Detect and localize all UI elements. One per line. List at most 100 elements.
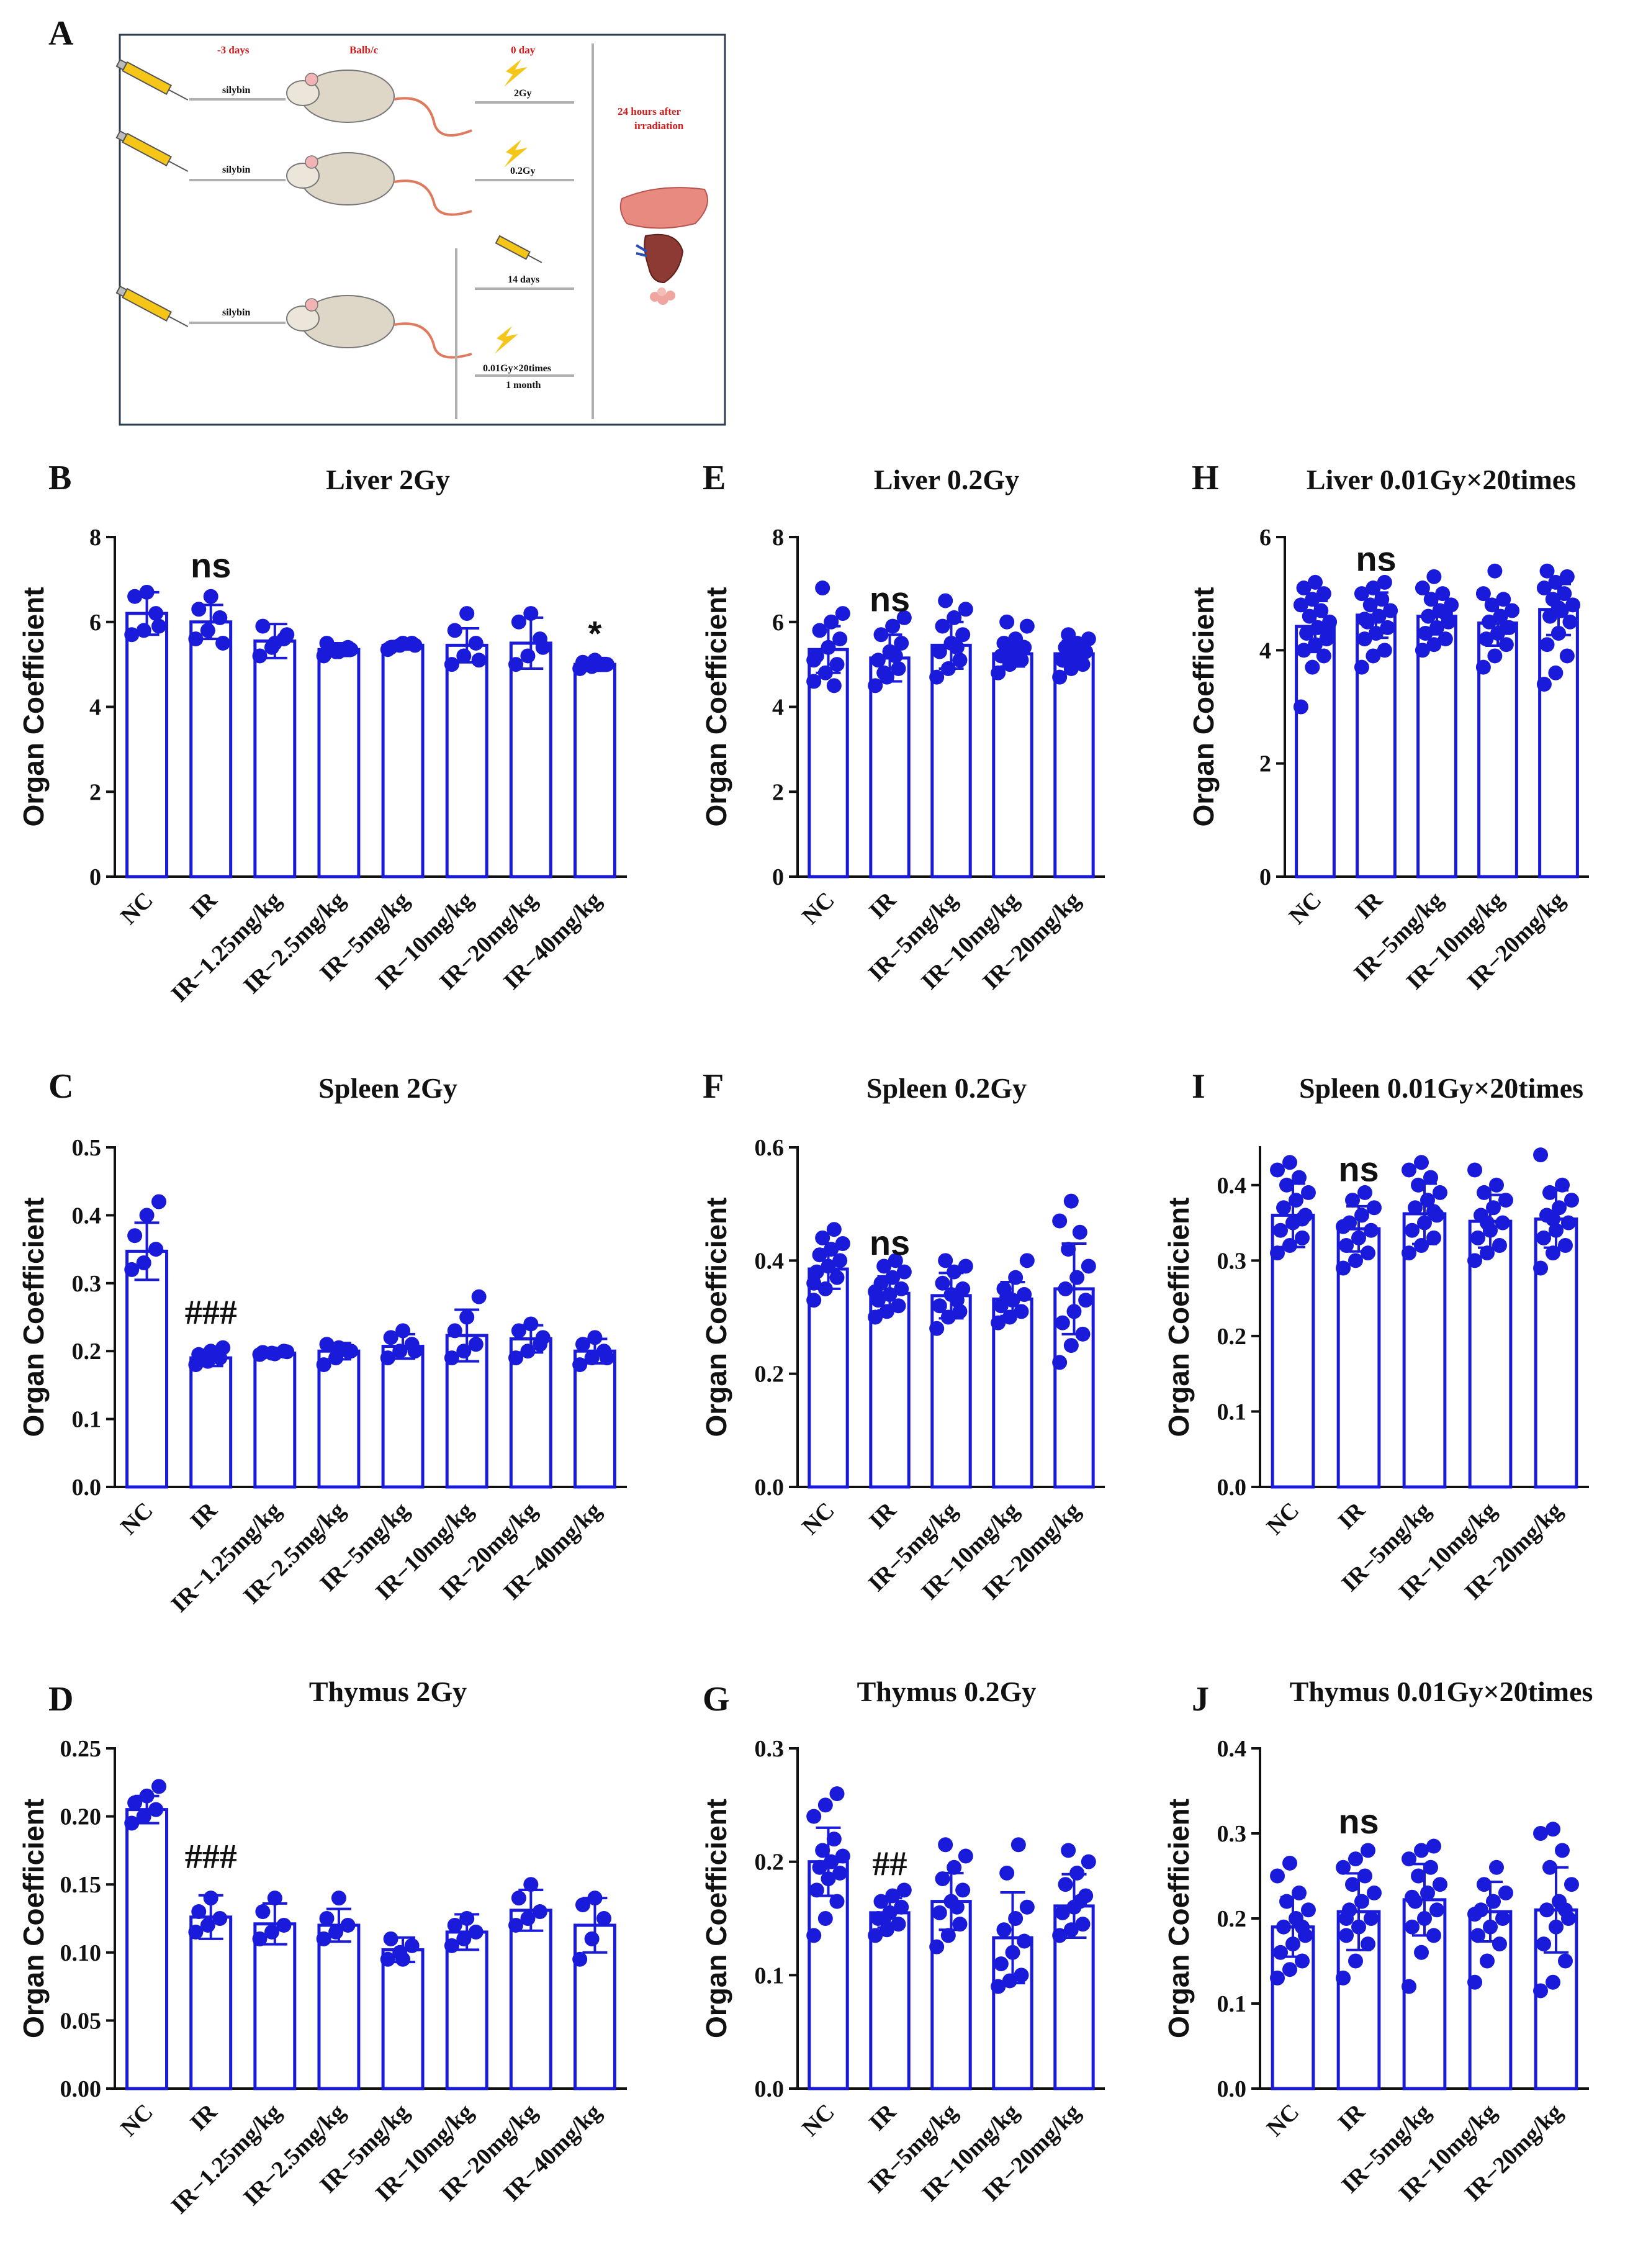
data-point	[127, 1228, 143, 1244]
data-point	[1282, 1155, 1298, 1170]
data-point	[1470, 1928, 1486, 1943]
y-tick-label: 2	[89, 779, 101, 805]
data-point	[1270, 1245, 1285, 1261]
data-point	[949, 1293, 965, 1308]
data-point	[124, 1815, 140, 1831]
data-point	[1564, 1193, 1579, 1208]
y-tick-label: 4	[772, 695, 784, 721]
bar	[445, 1930, 488, 2090]
schematic-silybin-2: silybin	[222, 165, 250, 175]
data-point	[203, 589, 218, 604]
chart-title: Liver 0.2Gy	[874, 464, 1019, 495]
y-tick-label: 4	[89, 695, 101, 721]
panel-label: F	[703, 1067, 724, 1106]
y-tick-label: 0.20	[60, 1804, 102, 1830]
lightning-icon	[504, 140, 528, 168]
bar	[509, 1909, 552, 2090]
data-point	[1055, 653, 1070, 668]
data-point	[276, 1917, 292, 1933]
data-point	[1429, 1902, 1444, 1918]
significance-label: ns	[1338, 1802, 1379, 1841]
x-tick-label: NC	[797, 887, 840, 930]
data-point	[1475, 586, 1491, 602]
schematic-row-1: silybin 2Gy	[115, 58, 574, 137]
data-point	[1052, 1213, 1068, 1229]
data-point	[1010, 646, 1026, 662]
data-point	[1019, 1253, 1035, 1268]
y-tick-label: 0.3	[1217, 1821, 1247, 1847]
schematic-row-2: silybin 0.2Gy	[115, 130, 574, 216]
significance-label: ###	[185, 1293, 237, 1332]
y-tick-label: 4	[1259, 638, 1271, 664]
data-point	[1498, 1885, 1513, 1900]
data-point	[876, 1911, 892, 1926]
data-point	[1557, 586, 1572, 602]
data-point	[952, 1304, 968, 1319]
data-point	[1288, 1193, 1303, 1208]
data-point	[868, 1928, 883, 1943]
panel-label: D	[48, 1680, 73, 1719]
data-point	[279, 627, 295, 643]
data-point	[151, 618, 166, 634]
data-point	[1294, 1230, 1310, 1245]
data-point	[1363, 1222, 1379, 1238]
data-point	[1402, 1162, 1417, 1178]
data-point	[1488, 1177, 1504, 1193]
data-point	[1498, 620, 1514, 635]
y-tick-label: 0	[1259, 864, 1271, 890]
data-point	[1482, 614, 1497, 630]
data-point	[947, 1859, 962, 1875]
data-point	[1336, 1970, 1351, 1986]
data-point	[876, 1258, 892, 1274]
panel-label: J	[1192, 1680, 1209, 1719]
data-point	[532, 1904, 547, 1920]
y-axis-label: Organ Coefficient	[17, 1799, 50, 2038]
data-point	[1405, 1889, 1420, 1905]
data-point	[826, 1222, 842, 1237]
data-point	[812, 1859, 827, 1875]
x-tick-label: IR−1.25mg/kg	[166, 1498, 287, 1618]
data-point	[815, 1843, 830, 1858]
chart-title: Thymus 2Gy	[309, 1676, 467, 1707]
data-point	[1411, 1177, 1426, 1193]
bar	[317, 648, 361, 879]
data-point	[136, 1255, 151, 1270]
panel-label: B	[48, 459, 71, 497]
data-point	[1495, 1215, 1510, 1231]
panel-label: H	[1192, 459, 1219, 497]
data-point	[1559, 569, 1575, 584]
data-point	[832, 1865, 848, 1881]
significance-label: ns	[1338, 1150, 1379, 1189]
data-point	[1017, 1287, 1032, 1303]
data-point	[1495, 1911, 1510, 1926]
data-point	[812, 1247, 827, 1263]
data-point	[383, 639, 398, 655]
data-point	[817, 1911, 833, 1926]
y-tick-label: 0.00	[60, 2076, 102, 2102]
y-tick-label: 0.2	[1217, 1324, 1247, 1350]
syringe-icon	[115, 58, 189, 101]
data-point	[1273, 1222, 1289, 1238]
y-tick-label: 0.1	[1217, 1399, 1247, 1425]
y-tick-label: 0.05	[60, 2008, 102, 2034]
data-point	[151, 1194, 166, 1209]
data-point	[1052, 669, 1068, 685]
data-point	[1305, 659, 1320, 675]
data-point	[929, 1939, 945, 1954]
data-point	[148, 606, 164, 621]
data-point	[1467, 1162, 1483, 1178]
data-point	[1360, 1936, 1375, 1952]
bar	[509, 641, 552, 879]
data-point	[817, 1797, 833, 1813]
data-point	[1296, 643, 1312, 658]
y-tick-label: 0.2	[755, 1850, 785, 1876]
data-point	[1282, 1855, 1298, 1871]
data-point	[1498, 1193, 1513, 1208]
bar	[189, 620, 233, 879]
data-point	[1363, 1911, 1379, 1926]
data-point	[932, 1905, 947, 1920]
data-point	[1557, 1238, 1573, 1254]
data-point	[876, 665, 892, 680]
data-point	[955, 1281, 971, 1296]
schematic-dose-2gy: 2Gy	[514, 88, 531, 99]
